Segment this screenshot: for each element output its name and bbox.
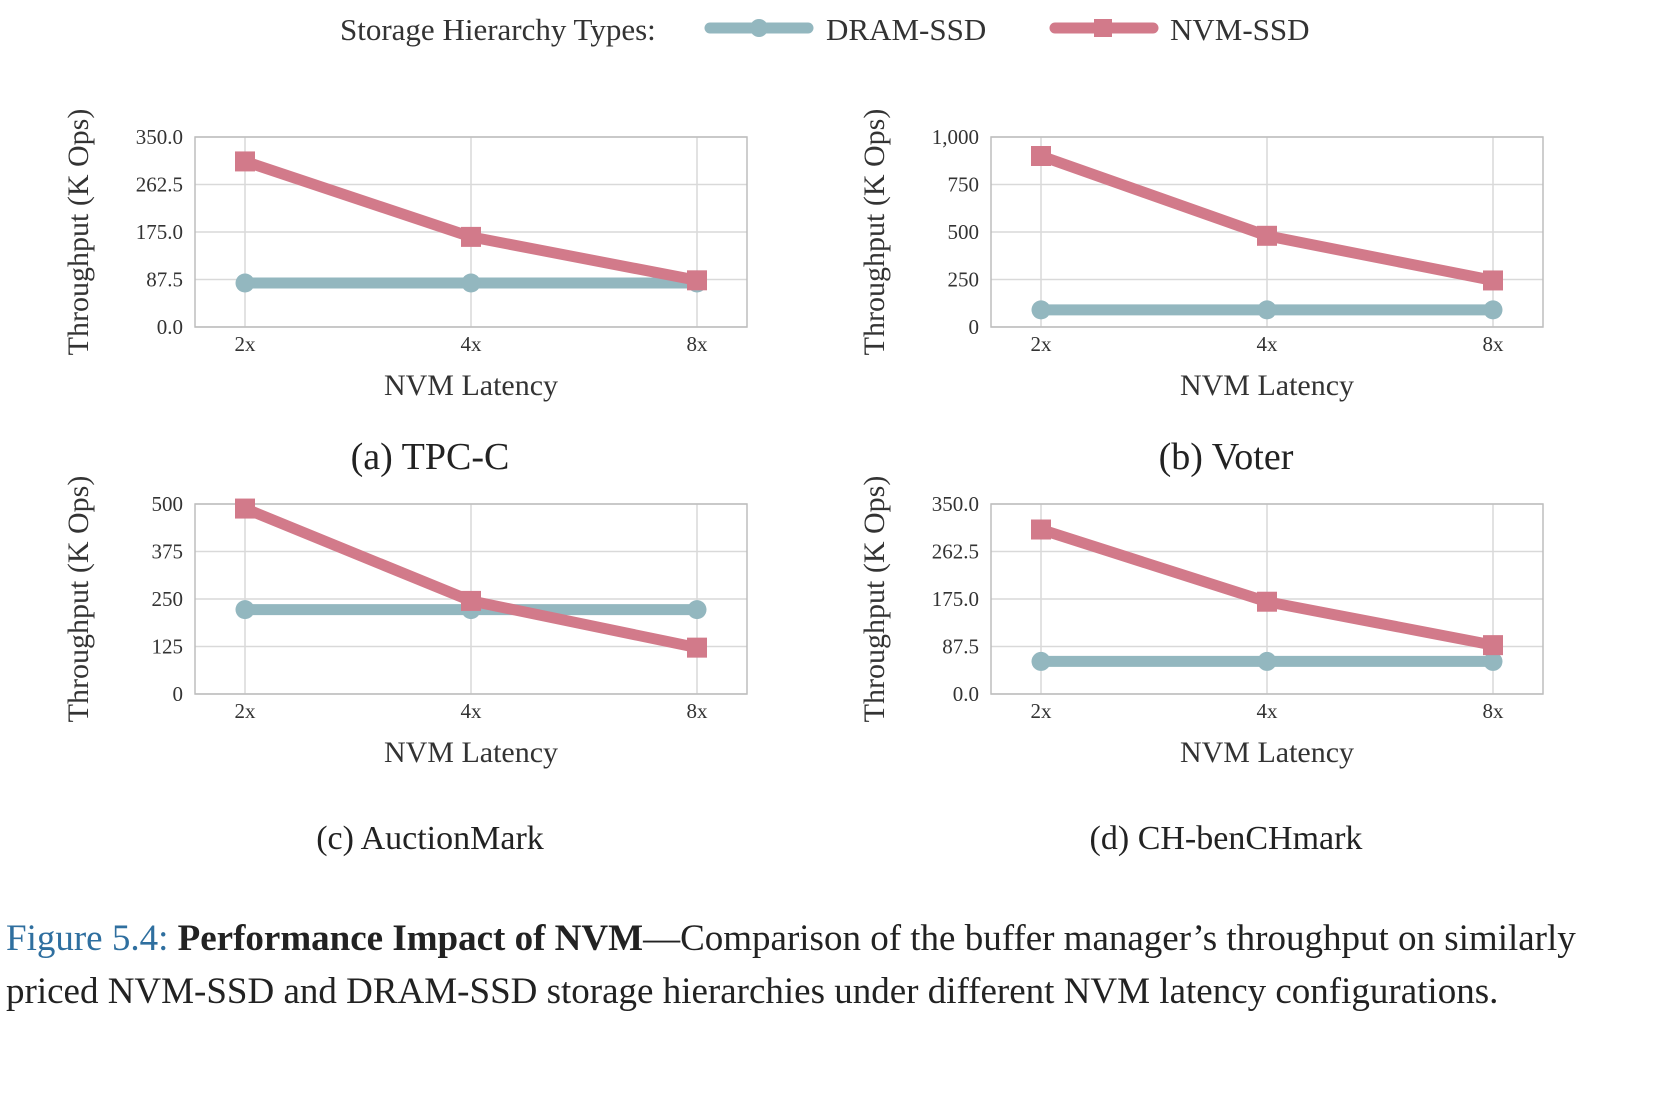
x-tick-label: 8x — [1483, 699, 1505, 723]
plot-frame — [990, 503, 1544, 695]
y-axis-label: Throughput (K Ops) — [858, 109, 891, 356]
y-axis-label: Throughput (K Ops) — [858, 476, 891, 723]
y-tick-label: 0 — [969, 315, 980, 339]
caption-label: Figure 5.4: — [6, 918, 169, 959]
x-tick-label: 2x — [235, 332, 257, 356]
chart-svg-tpc-c: 0.0 87.5 175.0 262.5 350.0 2x 4x 8x NVM Latency T… — [62, 109, 748, 402]
x-tick-label: 8x — [687, 699, 709, 723]
y-tick-label: 250 — [152, 587, 184, 611]
data-point-nvm-ssd — [687, 270, 707, 291]
caption-bold: Performance Impact of NVM — [177, 918, 644, 959]
x-tick-label: 4x — [461, 699, 483, 723]
data-point-nvm-ssd — [1031, 146, 1051, 166]
data-point-dram-ssd — [1257, 300, 1277, 320]
y-tick-label: 0.0 — [157, 315, 183, 339]
legend-marker-nvm-ssd — [1094, 19, 1112, 37]
data-point-nvm-ssd — [235, 498, 255, 519]
x-axis-label: NVM Latency — [384, 369, 558, 402]
data-point-dram-ssd — [1483, 300, 1503, 320]
subcaption-voter: (b) Voter — [1158, 436, 1294, 478]
data-point-dram-ssd — [1031, 651, 1051, 671]
data-point-nvm-ssd — [1257, 225, 1277, 246]
x-axis-label: NVM Latency — [384, 736, 558, 769]
data-point-nvm-ssd — [1483, 635, 1503, 656]
x-tick-label: 8x — [687, 332, 709, 356]
y-tick-label: 175.0 — [932, 587, 979, 611]
chart-panel-tpc-c: 0.0 87.5 175.0 262.5 350.0 2x 4x 8x NVM Latency T… — [50, 100, 810, 490]
data-point-dram-ssd — [461, 273, 481, 293]
y-tick-label: 125 — [152, 635, 184, 659]
legend-label-nvm-ssd: NVM-SSD — [1170, 12, 1310, 47]
chart-panel-auctionmark: 0 125 250 375 500 2x 4x 8x NVM Latency Throughput… — [50, 476, 810, 880]
data-point-nvm-ssd — [235, 151, 255, 172]
plot-frame — [194, 503, 748, 695]
y-axis-label: Throughput (K Ops) — [62, 476, 95, 723]
y-tick-label: 87.5 — [146, 268, 183, 292]
x-tick-label: 4x — [461, 332, 483, 356]
x-tick-label: 2x — [1031, 332, 1053, 356]
y-tick-label: 0.0 — [953, 682, 979, 706]
subcaption-ch-benchmark: (d) CH-benCHmark — [1089, 820, 1363, 857]
legend-entry-dram-ssd: DRAM-SSD — [704, 12, 986, 47]
chart-svg-voter: 0 250 500 750 1,000 2x 4x 8x NVM Latency Throughp… — [858, 109, 1544, 402]
y-tick-label: 375 — [152, 540, 184, 564]
y-tick-label: 175.0 — [136, 220, 183, 244]
subcaption-tpc-c: (a) TPC-C — [350, 436, 510, 478]
data-point-dram-ssd — [1031, 300, 1051, 320]
x-axis-label: NVM Latency — [1180, 736, 1354, 769]
legend-marker-dram-ssd — [750, 19, 768, 37]
x-tick-label: 8x — [1483, 332, 1505, 356]
data-point-nvm-ssd — [1257, 591, 1277, 612]
data-point-dram-ssd — [1483, 651, 1503, 671]
chart-panel-voter: 0 250 500 750 1,000 2x 4x 8x NVM Latency Throughp… — [846, 100, 1606, 490]
data-point-dram-ssd — [1257, 651, 1277, 671]
y-tick-label: 500 — [152, 492, 184, 516]
chart-legend: Storage Hierarchy Types: DRAM-SSD NVM-SS… — [340, 12, 1310, 47]
y-tick-label: 350.0 — [932, 492, 979, 516]
x-axis-label: NVM Latency — [1180, 369, 1354, 402]
x-tick-label: 2x — [1031, 699, 1053, 723]
legend-label-dram-ssd: DRAM-SSD — [826, 12, 986, 47]
plot-frame — [194, 136, 748, 328]
y-tick-label: 350.0 — [136, 125, 183, 149]
data-point-nvm-ssd — [687, 637, 707, 658]
data-point-nvm-ssd — [461, 226, 481, 247]
y-tick-label: 250 — [948, 268, 980, 292]
chart-svg-ch-benchmark: 0.0 87.5 175.0 262.5 350.0 2x 4x 8x NVM Latency T… — [858, 476, 1544, 769]
legend-entry-nvm-ssd: NVM-SSD — [1049, 12, 1310, 47]
data-point-dram-ssd — [235, 273, 255, 293]
figure-caption: Figure 5.4: Performance Impact of NVM—Co… — [6, 912, 1656, 1018]
x-tick-label: 4x — [1257, 332, 1279, 356]
y-tick-label: 0 — [173, 682, 184, 706]
x-tick-label: 4x — [1257, 699, 1279, 723]
x-tick-label: 2x — [235, 699, 257, 723]
y-axis-label: Throughput (K Ops) — [62, 109, 95, 356]
data-point-dram-ssd — [687, 600, 707, 620]
y-tick-label: 750 — [948, 173, 980, 197]
chart-svg-auctionmark: 0 125 250 375 500 2x 4x 8x NVM Latency Throughput… — [62, 476, 748, 769]
chart-panel-ch-benchmark: 0.0 87.5 175.0 262.5 350.0 2x 4x 8x NVM Latency T… — [846, 476, 1606, 880]
legend-title: Storage Hierarchy Types: — [340, 12, 656, 47]
y-tick-label: 262.5 — [932, 540, 979, 564]
y-tick-label: 262.5 — [136, 173, 183, 197]
data-point-nvm-ssd — [461, 590, 481, 611]
y-tick-label: 500 — [948, 220, 980, 244]
data-point-nvm-ssd — [1031, 519, 1051, 540]
data-point-nvm-ssd — [1483, 270, 1503, 291]
y-tick-label: 1,000 — [932, 125, 979, 149]
plot-frame — [990, 136, 1544, 328]
data-point-dram-ssd — [235, 600, 255, 620]
y-tick-label: 87.5 — [942, 635, 979, 659]
subcaption-auctionmark: (c) AuctionMark — [316, 820, 544, 857]
caption-text: —Comparison of the buffer manager’s thro… — [6, 918, 1576, 1012]
